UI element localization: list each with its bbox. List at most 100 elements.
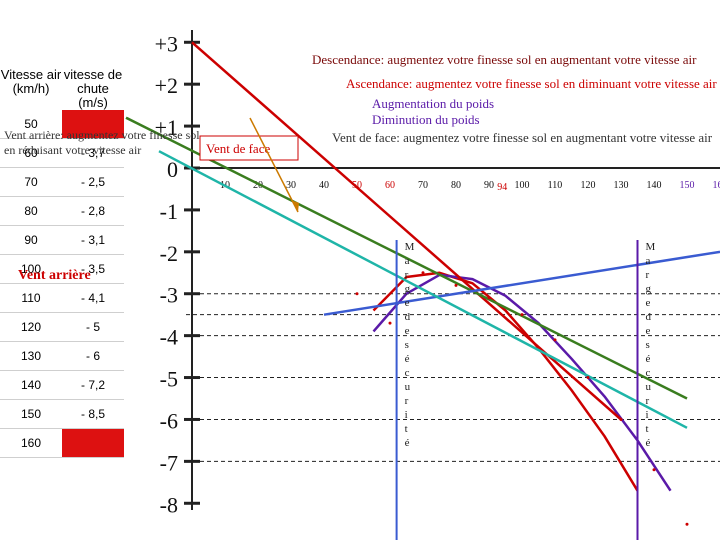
sink-rate-cell: - 5 [62, 312, 124, 342]
speed-cell: 140 [0, 370, 62, 400]
y-tick-label: +3 [155, 31, 178, 56]
x-tick-label: 100 [515, 180, 530, 191]
vent-de-face-arrow [249, 117, 299, 213]
vent-de-face-annotation: Vent de face: augmentez votre finesse so… [332, 130, 713, 145]
x-tick-label: 50 [352, 180, 362, 191]
x-tick-label: 140 [647, 180, 662, 191]
safety-margin-letter: s [405, 339, 409, 351]
speed-cell: 130 [0, 341, 62, 371]
sink-rate-cell: - 4,1 [62, 283, 124, 313]
x-tick-label: 130 [614, 180, 629, 191]
safety-margin-letter: r [405, 395, 409, 407]
table-body: 50 60- 3,7 70- 2,5 80- 2,8 90- 3,1 100- 3,5 11… [0, 110, 124, 458]
safety-margin-letter: a [646, 255, 651, 267]
x-tick-label: 90 [484, 180, 494, 191]
safety-margin-letter: d [405, 311, 411, 323]
polar-point [553, 338, 557, 342]
polar-point [454, 283, 458, 287]
series-polar_heavy [372, 273, 672, 492]
table-row: 50 [0, 110, 124, 139]
ascendance-annotation: Ascendance: augmentez votre finesse sol … [346, 76, 717, 91]
y-tick-label: -7 [160, 450, 178, 475]
polar-point [652, 468, 656, 472]
table-row: 60- 3,7 [0, 138, 124, 168]
series-polar [372, 271, 639, 492]
safety-margin-letter: r [646, 395, 650, 407]
y-tick-label: -2 [160, 241, 178, 266]
x-tick-label: 160 [713, 180, 720, 191]
sink-rate-cell: - 3,1 [62, 225, 124, 255]
polar-point [487, 296, 491, 300]
y-tick-label: -4 [160, 325, 178, 350]
table-row: 160 [0, 428, 124, 458]
safety-margin-letter: é [405, 353, 410, 365]
descendance-annotation: Descendance: augmentez votre finesse sol… [312, 52, 697, 67]
polar-point [619, 417, 623, 421]
speed-cell: 50 [0, 110, 62, 139]
safety-margin-letter: r [405, 269, 409, 281]
sink-rate-cell: - 7,2 [62, 370, 124, 400]
vent-de-face-box [199, 135, 299, 161]
sink-rate-cell: - 2,8 [62, 196, 124, 226]
speed-table: Vitesse air (km/h) vitesse de chute (m/s… [0, 68, 124, 458]
safety-margin-letter: s [646, 339, 650, 351]
series-tangent_blue [323, 250, 720, 316]
y-tick-label: -6 [160, 408, 178, 433]
speed-cell: 110 [0, 283, 62, 313]
y-tick-label: +2 [155, 73, 178, 98]
sink-rate-cell: - 2,5 [62, 167, 124, 197]
table-row: 130- 6 [0, 341, 124, 371]
polar-point [586, 376, 590, 380]
x-tick-label: 80 [451, 180, 461, 191]
table-row: 70- 2,5 [0, 167, 124, 197]
safety-margin-letter: t [405, 423, 408, 435]
y-tick-label: -8 [160, 492, 178, 517]
safety-margin-letter: é [646, 353, 651, 365]
y-tick-label: 0 [167, 157, 178, 182]
x-tick-label: 70 [418, 180, 428, 191]
safety-margin-letter: e [646, 325, 651, 337]
speed-cell: 150 [0, 399, 62, 429]
safety-margin-letter: u [646, 381, 652, 393]
safety-margin-letter: c [405, 367, 410, 379]
vent-arriere-label: Vent arrière [18, 268, 91, 283]
vent-de-face-label: Vent de face [206, 141, 270, 156]
augmentation-poids-label: Augmentation du poids [372, 96, 494, 111]
safety-margin-letter: c [646, 367, 651, 379]
table-row: 120- 5 [0, 312, 124, 342]
vent-de-face-arrowhead [291, 200, 299, 212]
x-tick-label: 110 [548, 180, 563, 191]
y-tick-label: -3 [160, 283, 178, 308]
safety-margin-letter: é [646, 437, 651, 449]
table-row: 140- 7,2 [0, 370, 124, 400]
x-tick-label: 60 [385, 180, 395, 191]
sink-rate-cell [62, 428, 124, 458]
polar-point [685, 522, 689, 526]
table-row: 90- 3,1 [0, 225, 124, 255]
x-tick-label: 40 [319, 180, 329, 191]
safety-margin-letter: M [646, 241, 656, 253]
safety-margin-letter: g [646, 283, 652, 295]
safety-margin-letter: i [646, 409, 649, 421]
polar-point [355, 292, 359, 296]
x-tick-label: 150 [680, 180, 695, 191]
line-layer [125, 41, 720, 526]
polar-point [388, 321, 392, 325]
sink-rate-cell: - 3,5 [62, 254, 124, 284]
sink-rate-cell: - 3,7 [62, 138, 124, 168]
polar-point [520, 313, 524, 317]
table-row: 80- 2,8 [0, 196, 124, 226]
header-vitesse-air: Vitesse air (km/h) [0, 67, 62, 96]
safety-margin-letter: e [405, 297, 410, 309]
x-tick-label: 20 [253, 180, 263, 191]
speed-cell: 120 [0, 312, 62, 342]
speed-cell: 90 [0, 225, 62, 255]
safety-margin-letter: e [405, 325, 410, 337]
x-marker-label: 94 [497, 182, 507, 193]
safety-margin-letter: M [405, 241, 415, 253]
series-tangent_green [125, 116, 688, 400]
table-row: 150- 8,5 [0, 399, 124, 429]
polar-point [421, 271, 425, 275]
